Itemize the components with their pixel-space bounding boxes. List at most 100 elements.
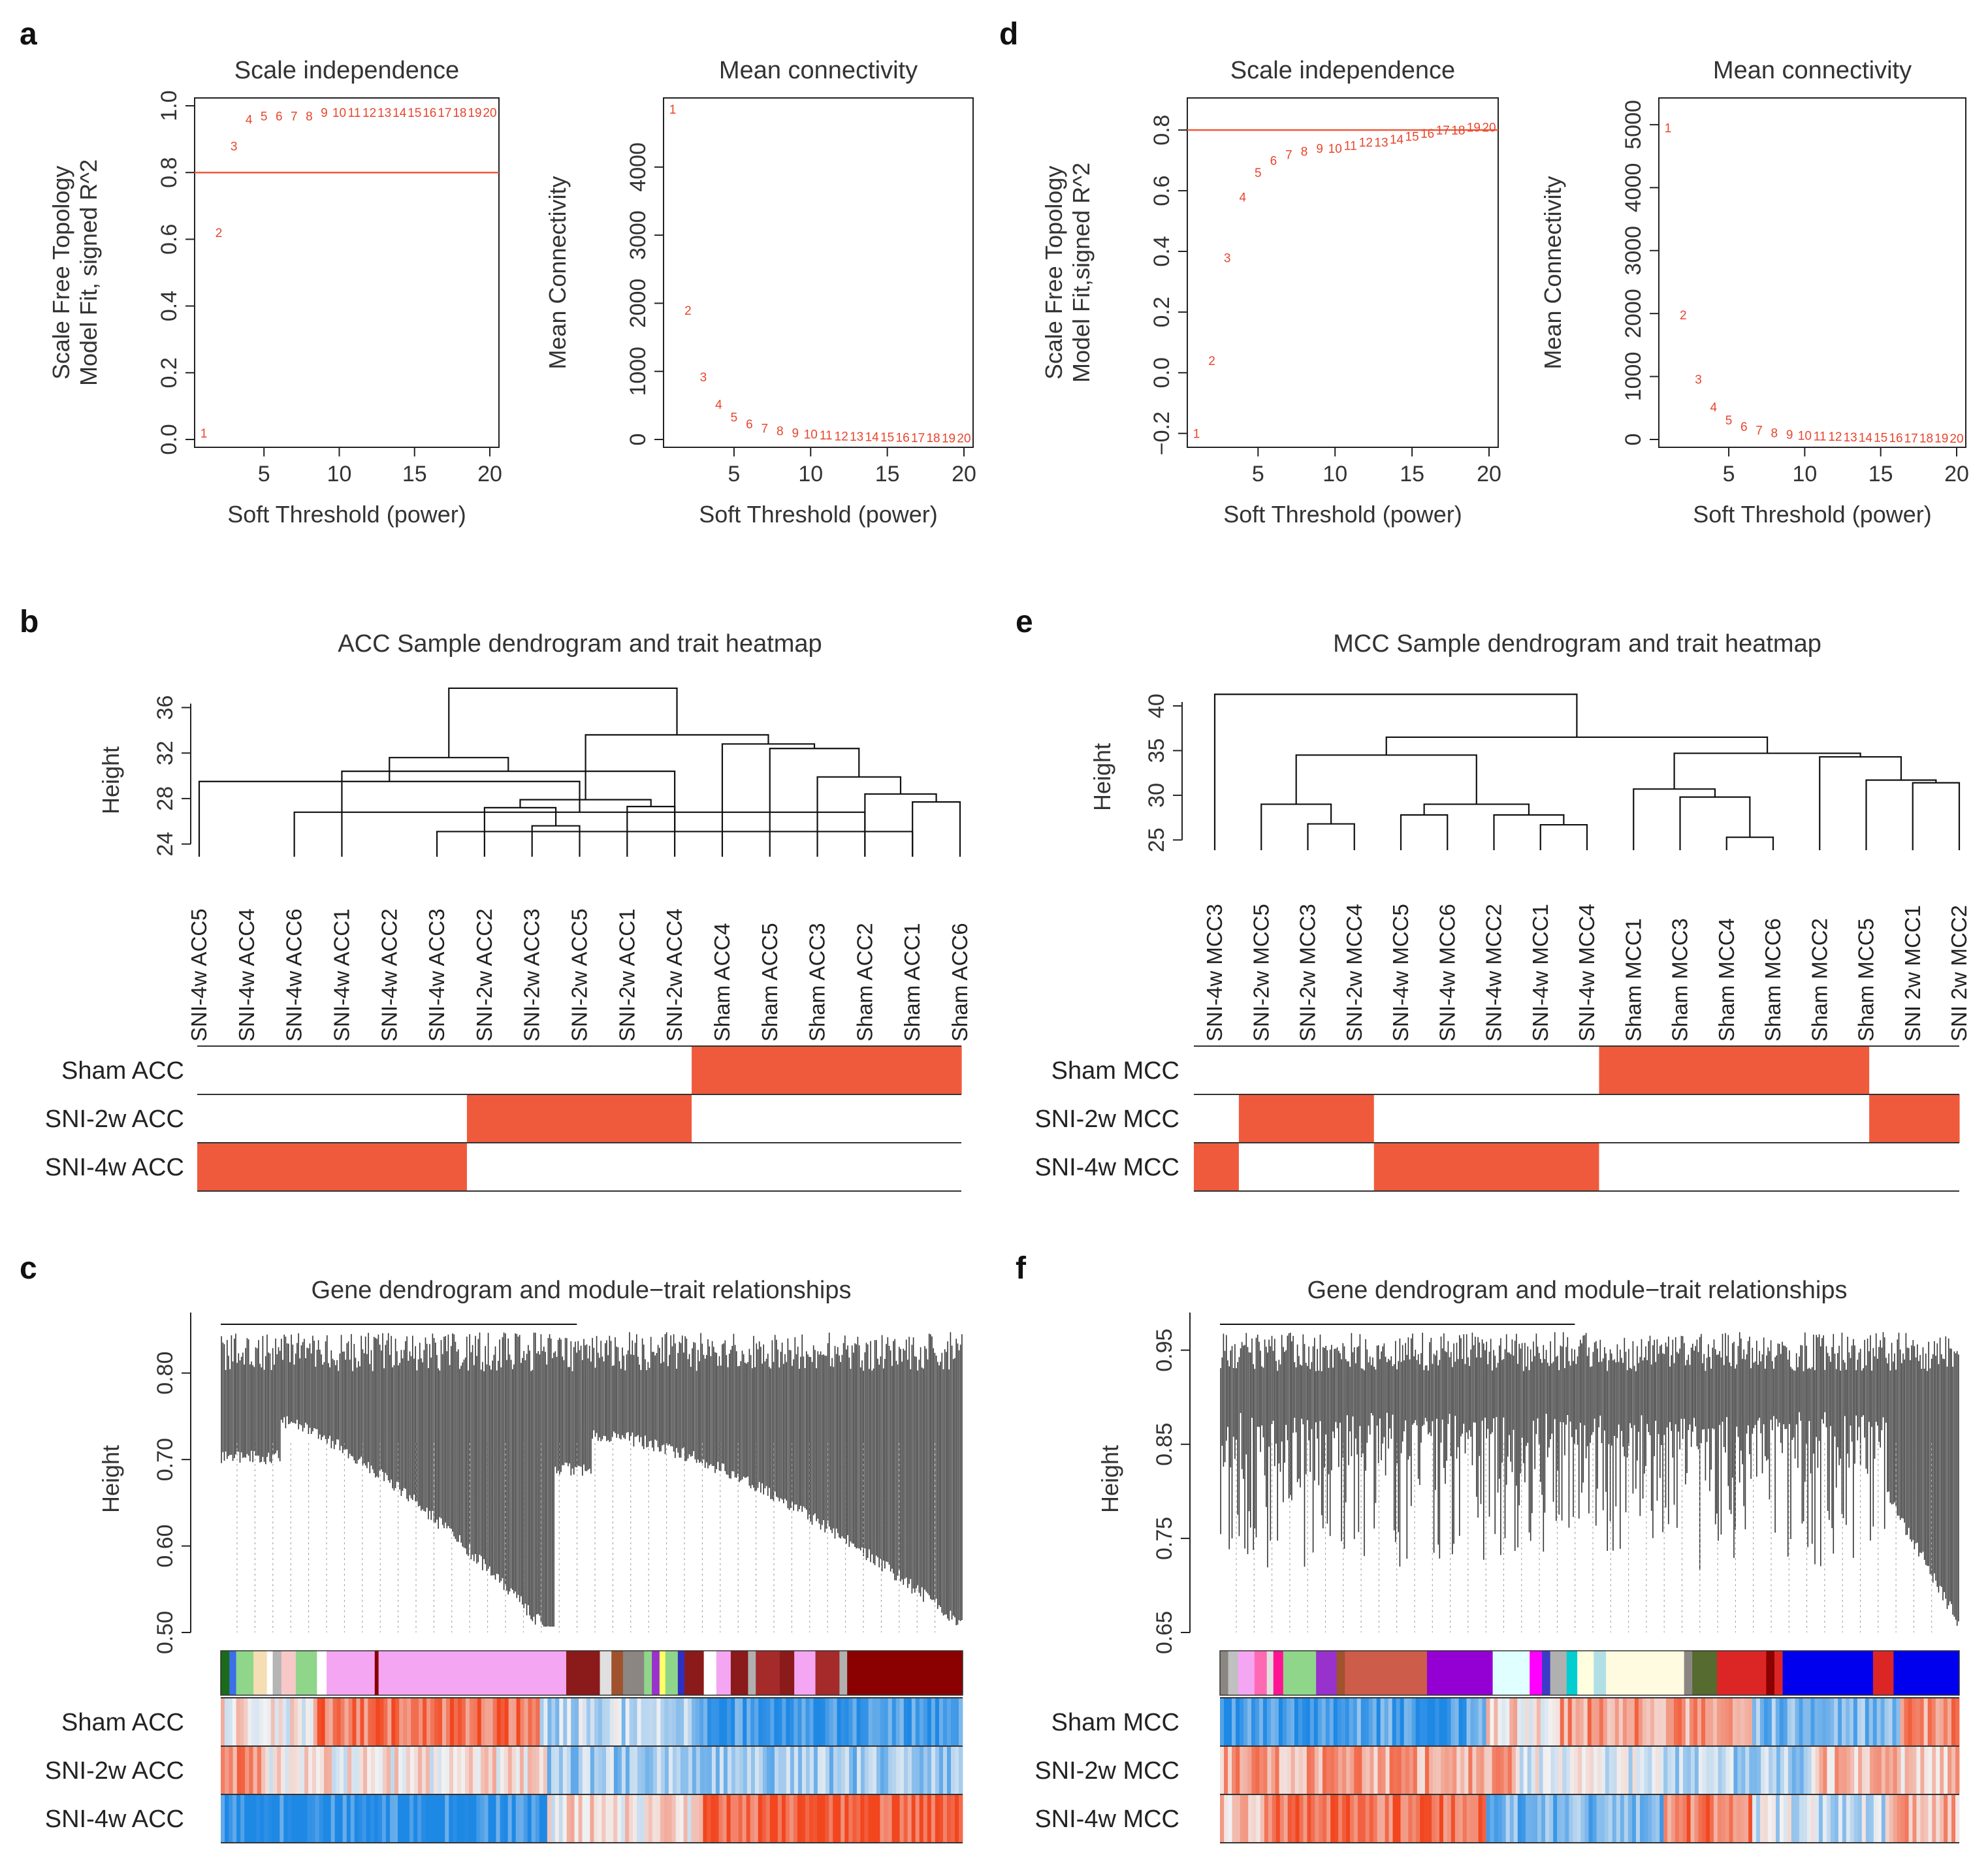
heatmap-cell [1439, 1794, 1444, 1843]
dendrogram-branch [1307, 823, 1355, 850]
heatmap-cell [1252, 1794, 1257, 1843]
heatmap-cell [460, 1794, 465, 1843]
heatmap-cell [1529, 1794, 1534, 1843]
sample-label: SNI-2w MCC4 [1342, 904, 1366, 1042]
heatmap-cell [294, 1698, 298, 1746]
heatmap-cell [734, 1794, 739, 1843]
heatmap-cell [1302, 1698, 1307, 1746]
trait-cell [511, 1046, 558, 1094]
heatmap-cell [891, 1698, 897, 1746]
trait-cell [1869, 1046, 1915, 1094]
heatmap-cell [232, 1746, 238, 1794]
heatmap-cell [1608, 1794, 1613, 1843]
heatmap-cell [1373, 1746, 1378, 1794]
heatmap-cell [1822, 1698, 1827, 1746]
heatmap-cell [888, 1794, 892, 1843]
heatmap-cell [1433, 1746, 1437, 1794]
heatmap-cell [633, 1746, 638, 1794]
sample-label: SNI-4w MCC1 [1528, 904, 1552, 1042]
trait-cell [1554, 1143, 1600, 1191]
heatmap-cell [496, 1698, 502, 1746]
trait-cell [1283, 1046, 1330, 1094]
module-color-block [756, 1651, 780, 1695]
heatmap-cell [1517, 1794, 1522, 1843]
heatmap-cell [931, 1746, 936, 1794]
trait-cell [647, 1143, 692, 1191]
heatmap-cell [1814, 1794, 1820, 1843]
sample-label: Sham ACC2 [852, 923, 876, 1042]
heatmap-cell [1846, 1746, 1851, 1794]
heatmap-cell [668, 1698, 673, 1746]
y-tick-label: 0.8 [1149, 115, 1174, 146]
heatmap-cell [1854, 1746, 1859, 1794]
heatmap-cell [958, 1794, 963, 1843]
heatmap-cell [1784, 1746, 1789, 1794]
trait-cell [1869, 1143, 1915, 1191]
data-point-label: 18 [453, 106, 466, 120]
data-point-label: 20 [957, 432, 970, 445]
heatmap-cell [1547, 1746, 1551, 1794]
heatmap-cell [797, 1698, 802, 1746]
heatmap-cell [758, 1794, 763, 1843]
heatmap-cell [263, 1698, 268, 1746]
heatmap-cell [1449, 1746, 1453, 1794]
heatmap-cell [837, 1698, 841, 1746]
heatmap-cell [1409, 1746, 1414, 1794]
heatmap-cell [1573, 1794, 1577, 1843]
heatmap-cell [507, 1794, 513, 1843]
heatmap-cell [1955, 1746, 1960, 1794]
heatmap-cell [1948, 1746, 1952, 1794]
heatmap-cell [1611, 1698, 1616, 1746]
heatmap-cell [1708, 1698, 1714, 1746]
heatmap-cell [496, 1746, 501, 1794]
heatmap-cell [1330, 1746, 1335, 1794]
heatmap-cell [1866, 1746, 1870, 1794]
heatmap-cell [531, 1794, 536, 1843]
heatmap-cell [594, 1698, 599, 1746]
x-tick-label: 15 [1400, 462, 1424, 486]
heatmap-cell [1654, 1698, 1659, 1746]
module-color-block [229, 1651, 237, 1695]
dendrogram-branch [1213, 693, 1578, 850]
heatmap-cell [476, 1746, 481, 1794]
sample-label: Sham MCC4 [1714, 918, 1739, 1042]
heatmap-cell [931, 1698, 936, 1746]
heatmap-cell [1639, 1794, 1644, 1843]
heatmap-cell [1722, 1746, 1726, 1794]
heatmap-cell [813, 1698, 818, 1746]
heatmap-cell [1307, 1794, 1311, 1843]
trait-cell [1824, 1143, 1870, 1191]
heatmap-cell [1682, 1794, 1688, 1843]
heatmap-cell [480, 1794, 485, 1843]
sample-label: Sham ACC4 [710, 923, 734, 1042]
heatmap-cell [1264, 1794, 1269, 1843]
heatmap-cell [629, 1794, 633, 1843]
heatmap-cell [1951, 1746, 1956, 1794]
heatmap-cell [656, 1794, 661, 1843]
heatmap-cell [1326, 1746, 1331, 1794]
heatmap-cell [1803, 1794, 1808, 1843]
data-point-label: 11 [820, 429, 833, 443]
heatmap-cell [1596, 1794, 1601, 1843]
heatmap-cell [1299, 1794, 1304, 1843]
x-tick-label: 15 [875, 462, 900, 486]
heatmap-cell [684, 1698, 688, 1746]
heatmap-cell [586, 1698, 591, 1746]
heatmap-cell [340, 1746, 344, 1794]
heatmap-cell [1282, 1698, 1287, 1746]
heatmap-cell [1737, 1746, 1742, 1794]
heatmap-cell [1659, 1746, 1664, 1794]
heatmap-cell [880, 1746, 885, 1794]
heatmap-cell [722, 1794, 727, 1843]
heatmap-cell [590, 1794, 594, 1843]
heatmap-cell [1571, 1698, 1577, 1746]
trait-cell [1824, 1046, 1870, 1094]
heatmap-cell [1424, 1794, 1428, 1843]
heatmap-cell [1480, 1746, 1484, 1794]
heatmap-cell [899, 1746, 905, 1794]
heatmap-cell [1239, 1698, 1244, 1746]
trait-cell [1644, 1143, 1690, 1191]
heatmap-cell [825, 1794, 829, 1843]
trait-cell [1734, 1094, 1780, 1143]
